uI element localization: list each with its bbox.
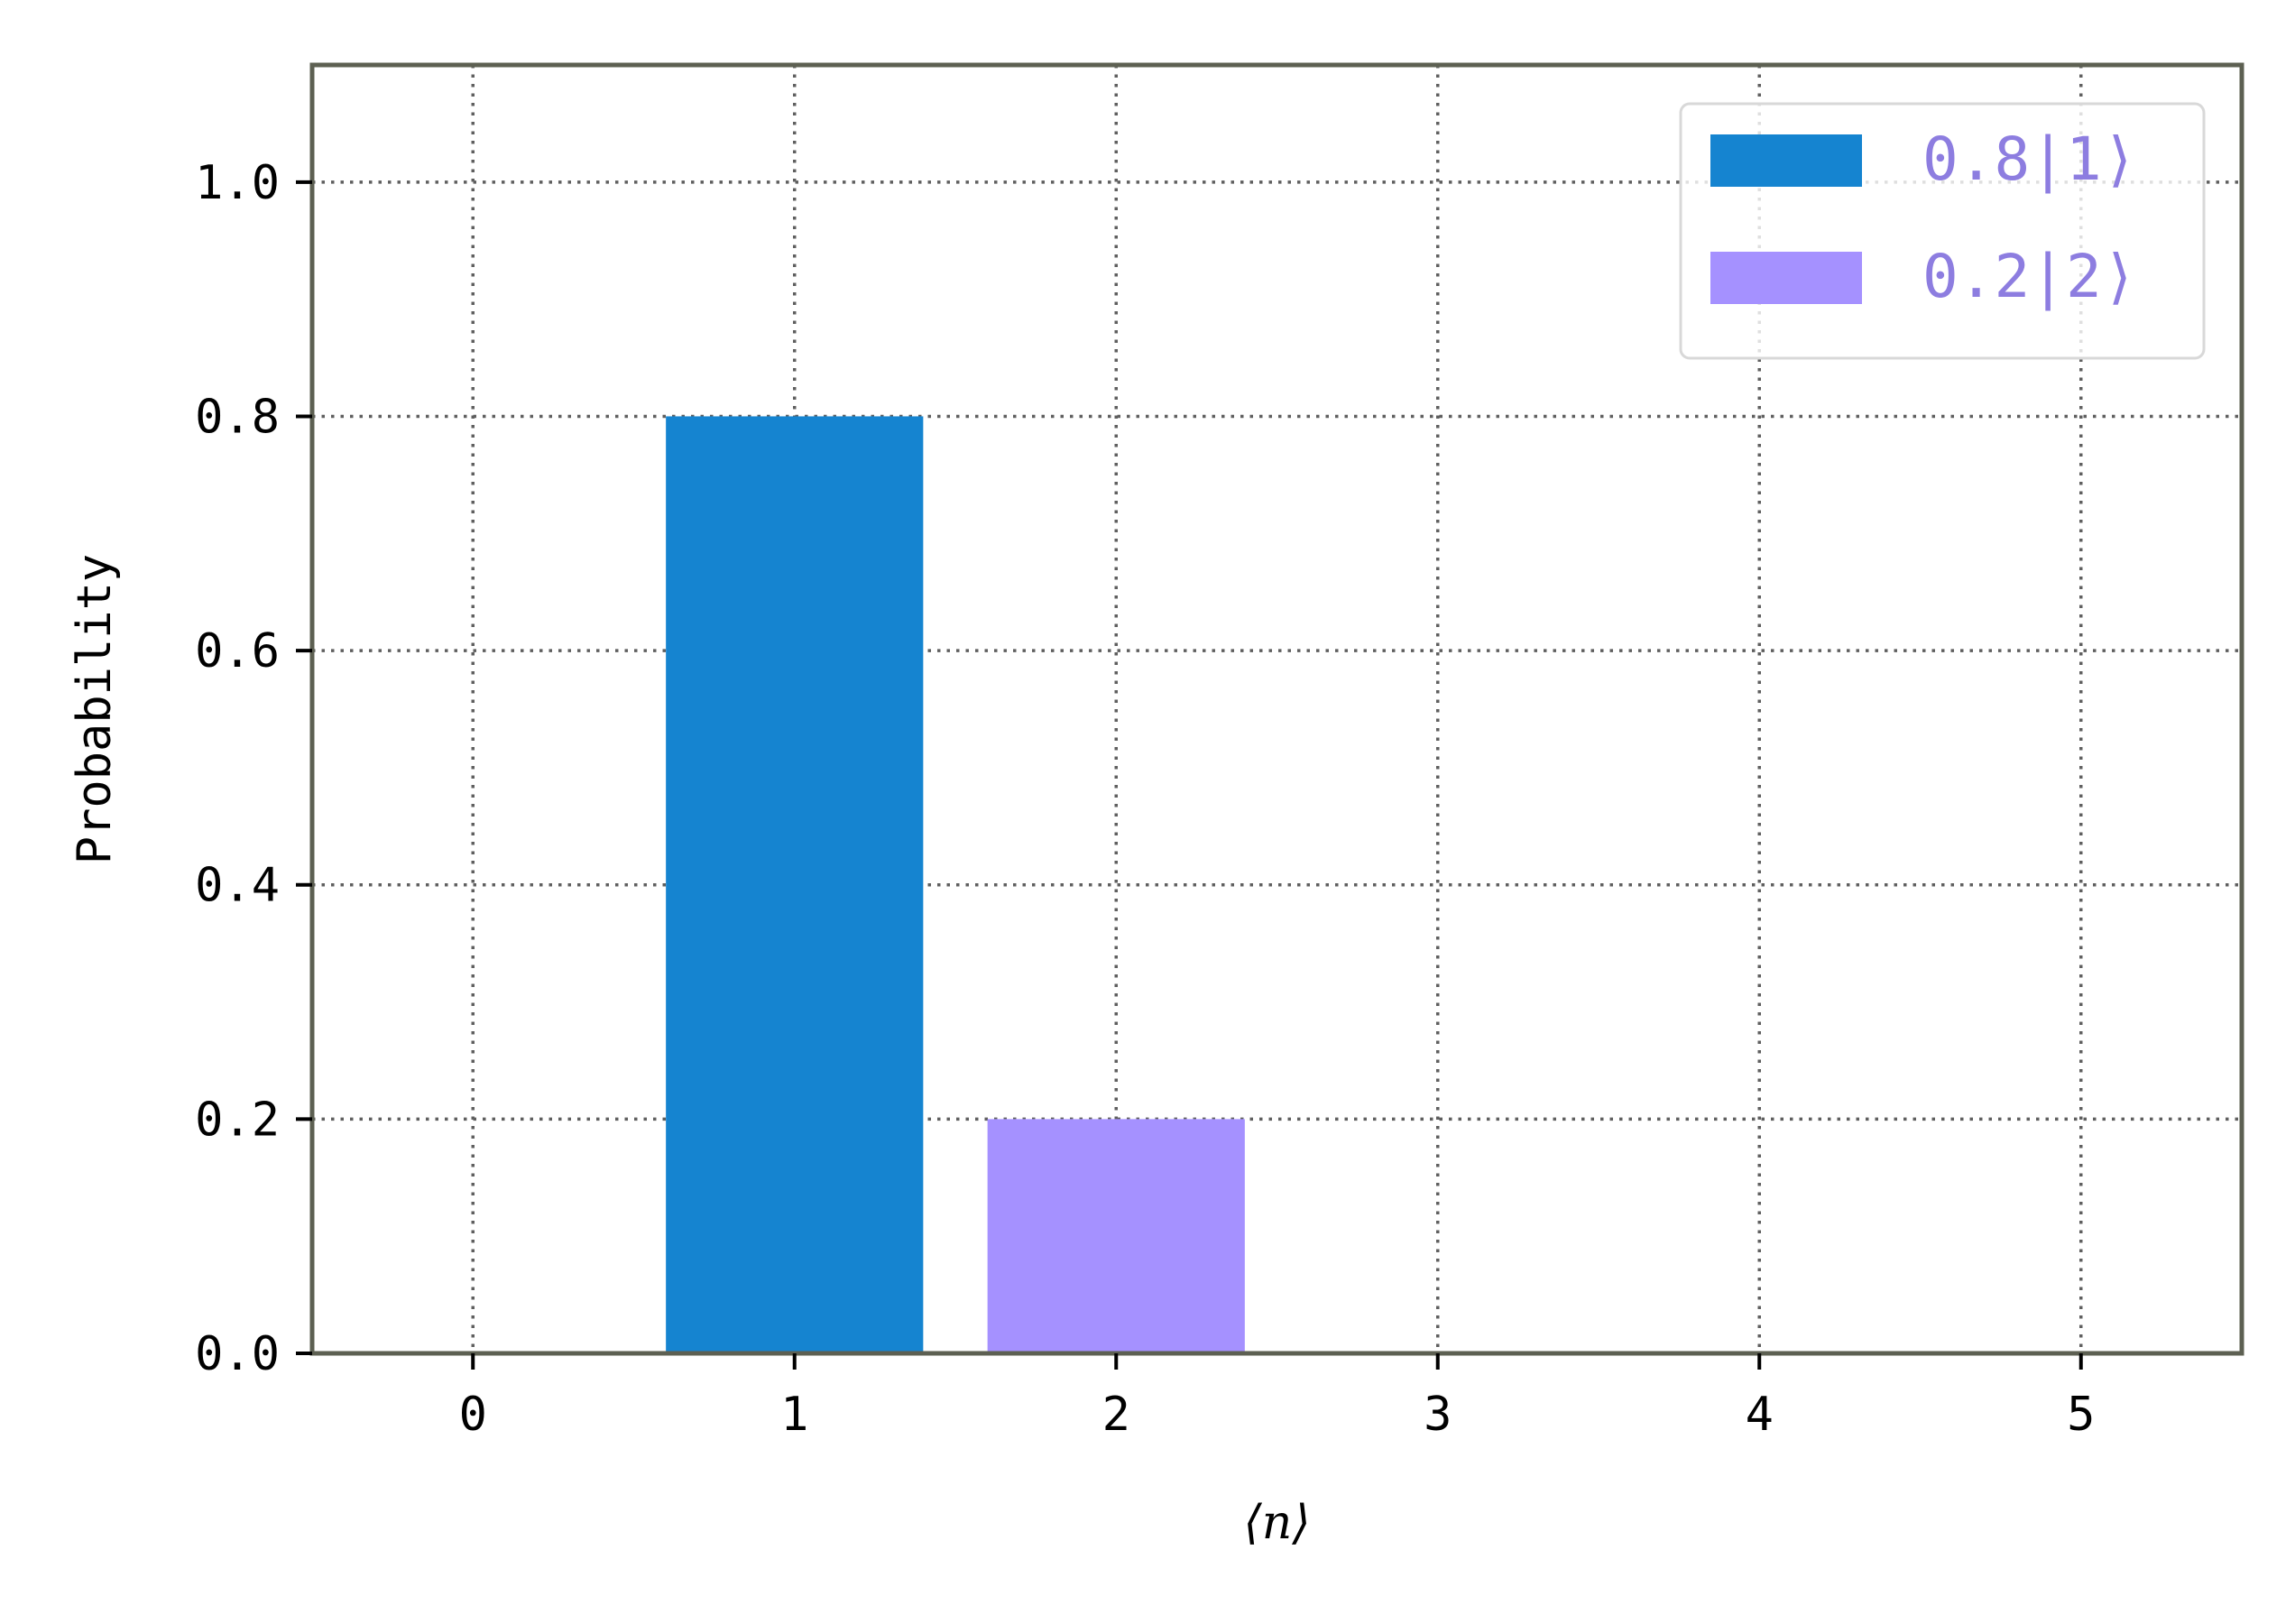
plot-frame	[309, 62, 2244, 1356]
legend: 0.8|1⟩ 0.2|2⟩	[1679, 102, 2206, 360]
y-tick-label: 0.0	[195, 1327, 280, 1381]
bar	[666, 416, 924, 1353]
y-tick-label: 0.8	[195, 390, 280, 444]
x-axis-title: ⟨n⟩	[1243, 1496, 1310, 1550]
legend-swatch	[1710, 134, 1862, 187]
x-tick-label: 5	[2067, 1388, 2095, 1442]
x-tick-label: 2	[1102, 1388, 1130, 1442]
legend-swatch	[1710, 252, 1862, 304]
x-tick-label: 3	[1424, 1388, 1452, 1442]
x-tick-label: 4	[1746, 1388, 1774, 1442]
x-tick-label: 1	[780, 1388, 808, 1442]
y-tick-label: 0.6	[195, 624, 280, 678]
x-tick-label: 0	[459, 1388, 487, 1442]
y-axis-title: Probability	[68, 554, 122, 864]
axes	[309, 62, 2244, 1356]
legend-label: 0.2|2⟩	[1922, 242, 2137, 311]
y-tick-label: 0.4	[195, 859, 280, 913]
y-tick-label: 1.0	[195, 156, 280, 210]
bars	[666, 416, 1245, 1353]
ticks: 0 1 2 3 4 5 0.0 0.2 0.4 0.6 0.8 1.0	[195, 156, 2095, 1442]
bar	[987, 1119, 1245, 1353]
y-tick-label: 0.2	[195, 1093, 280, 1147]
legend-label: 0.8|1⟩	[1922, 125, 2137, 194]
